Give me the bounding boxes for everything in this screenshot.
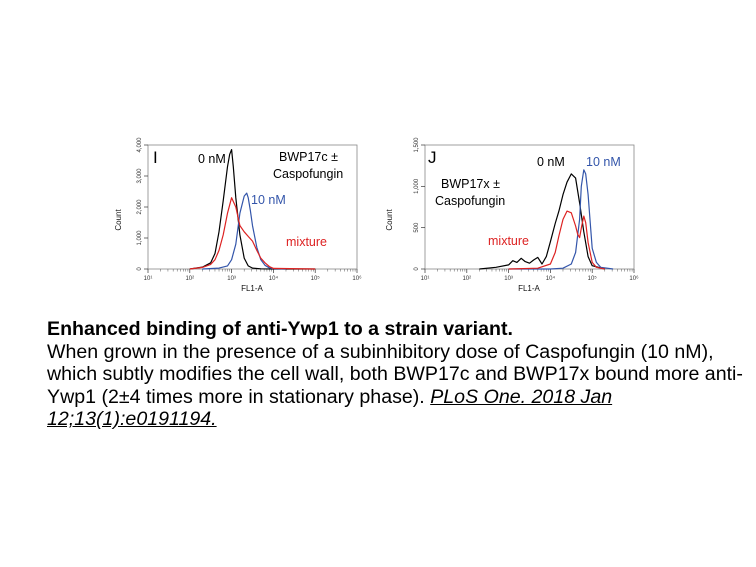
y-tick-label: 0 [137,267,143,271]
drug-label: Caspofungin [273,167,343,181]
y-tick-label: 2,000 [137,199,143,215]
y-axis-label: Count [114,209,123,231]
y-tick-label: 1,000 [414,178,420,194]
x-tick-label: 10³ [227,276,236,282]
citation-link[interactable]: PLoS One. 2018 Jan 12;13(1):e0191194. [47,385,613,431]
panel-letter: J [428,148,437,167]
series-label-10nM: 10 nM [251,193,286,207]
x-tick-label: 10¹ [144,276,153,282]
x-tick-label: 10¹ [421,276,430,282]
series-label-10nM: 10 nM [586,155,621,169]
y-tick-label: 1,000 [137,230,143,246]
histogram-panel-J: J 0 nM 10 nM BWP17x ± Caspofungin mixtur… [385,137,639,293]
x-tick-label: 10⁴ [269,275,279,282]
y-tick-label: 500 [414,222,420,233]
series-line-mixture [189,197,316,270]
series-label-0nM: 0 nM [537,155,565,169]
series-line-0nm [189,149,316,270]
x-tick-label: 10² [462,276,471,282]
x-axis-label: FL1-A [241,284,263,293]
x-tick-label: 10⁶ [352,275,362,282]
caption-body: When grown in the presence of a subinhib… [47,340,743,408]
figure-panels: I 0 nM BWP17c ± Caspofungin 10 nM mixtur… [114,137,639,293]
series-label-0nM: 0 nM [198,152,226,166]
strain-label: BWP17c ± [279,150,338,164]
series-line-mixture [508,210,605,270]
x-tick-label: 10⁶ [629,275,639,282]
y-axis-label: Count [385,209,394,231]
series-label-mixture: mixture [488,234,529,248]
strain-label: BWP17x ± [441,177,500,191]
x-tick-label: 10⁴ [546,275,556,282]
series-label-mixture: mixture [286,235,327,249]
figure-caption: Enhanced binding of anti-Ywp1 to a strai… [47,318,747,431]
caption-title: Enhanced binding of anti-Ywp1 to a strai… [47,318,513,340]
y-tick-label: 4,000 [137,137,143,153]
x-axis-label: FL1-A [518,284,540,293]
histogram-panel-I: I 0 nM BWP17c ± Caspofungin 10 nM mixtur… [114,137,362,293]
series-line-10nm [508,169,614,270]
panel-letter: I [153,148,158,167]
x-tick-label: 10² [185,276,194,282]
drug-label: Caspofungin [435,194,505,208]
series-line-10nm [202,192,287,270]
y-tick-label: 1,500 [414,137,420,153]
x-tick-label: 10³ [504,276,513,282]
y-tick-label: 0 [414,267,420,271]
y-tick-label: 3,000 [137,168,143,184]
x-tick-label: 10⁵ [311,275,321,282]
x-tick-label: 10⁵ [588,275,598,282]
